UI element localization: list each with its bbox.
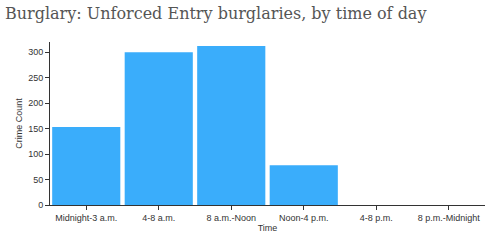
svg-text:250: 250 <box>28 73 43 83</box>
svg-text:Midnight-3 a.m.: Midnight-3 a.m. <box>55 213 117 223</box>
svg-text:Burglary: Unforced Entry burgl: Burglary: Unforced Entry burglaries, by … <box>5 4 427 23</box>
svg-text:300: 300 <box>28 47 43 57</box>
svg-text:100: 100 <box>28 149 43 159</box>
svg-text:8 p.m.-Midnight: 8 p.m.-Midnight <box>418 213 481 223</box>
svg-text:0: 0 <box>38 200 43 210</box>
svg-text:150: 150 <box>28 124 43 134</box>
svg-text:8 a.m.-Noon: 8 a.m.-Noon <box>206 213 256 223</box>
svg-text:Time: Time <box>258 223 278 233</box>
svg-text:Crime Count: Crime Count <box>14 98 24 149</box>
svg-text:50: 50 <box>33 175 43 185</box>
svg-text:Noon-4 p.m.: Noon-4 p.m. <box>279 213 329 223</box>
svg-text:4-8 p.m.: 4-8 p.m. <box>360 213 393 223</box>
svg-text:200: 200 <box>28 98 43 108</box>
svg-text:4-8 a.m.: 4-8 a.m. <box>142 213 175 223</box>
